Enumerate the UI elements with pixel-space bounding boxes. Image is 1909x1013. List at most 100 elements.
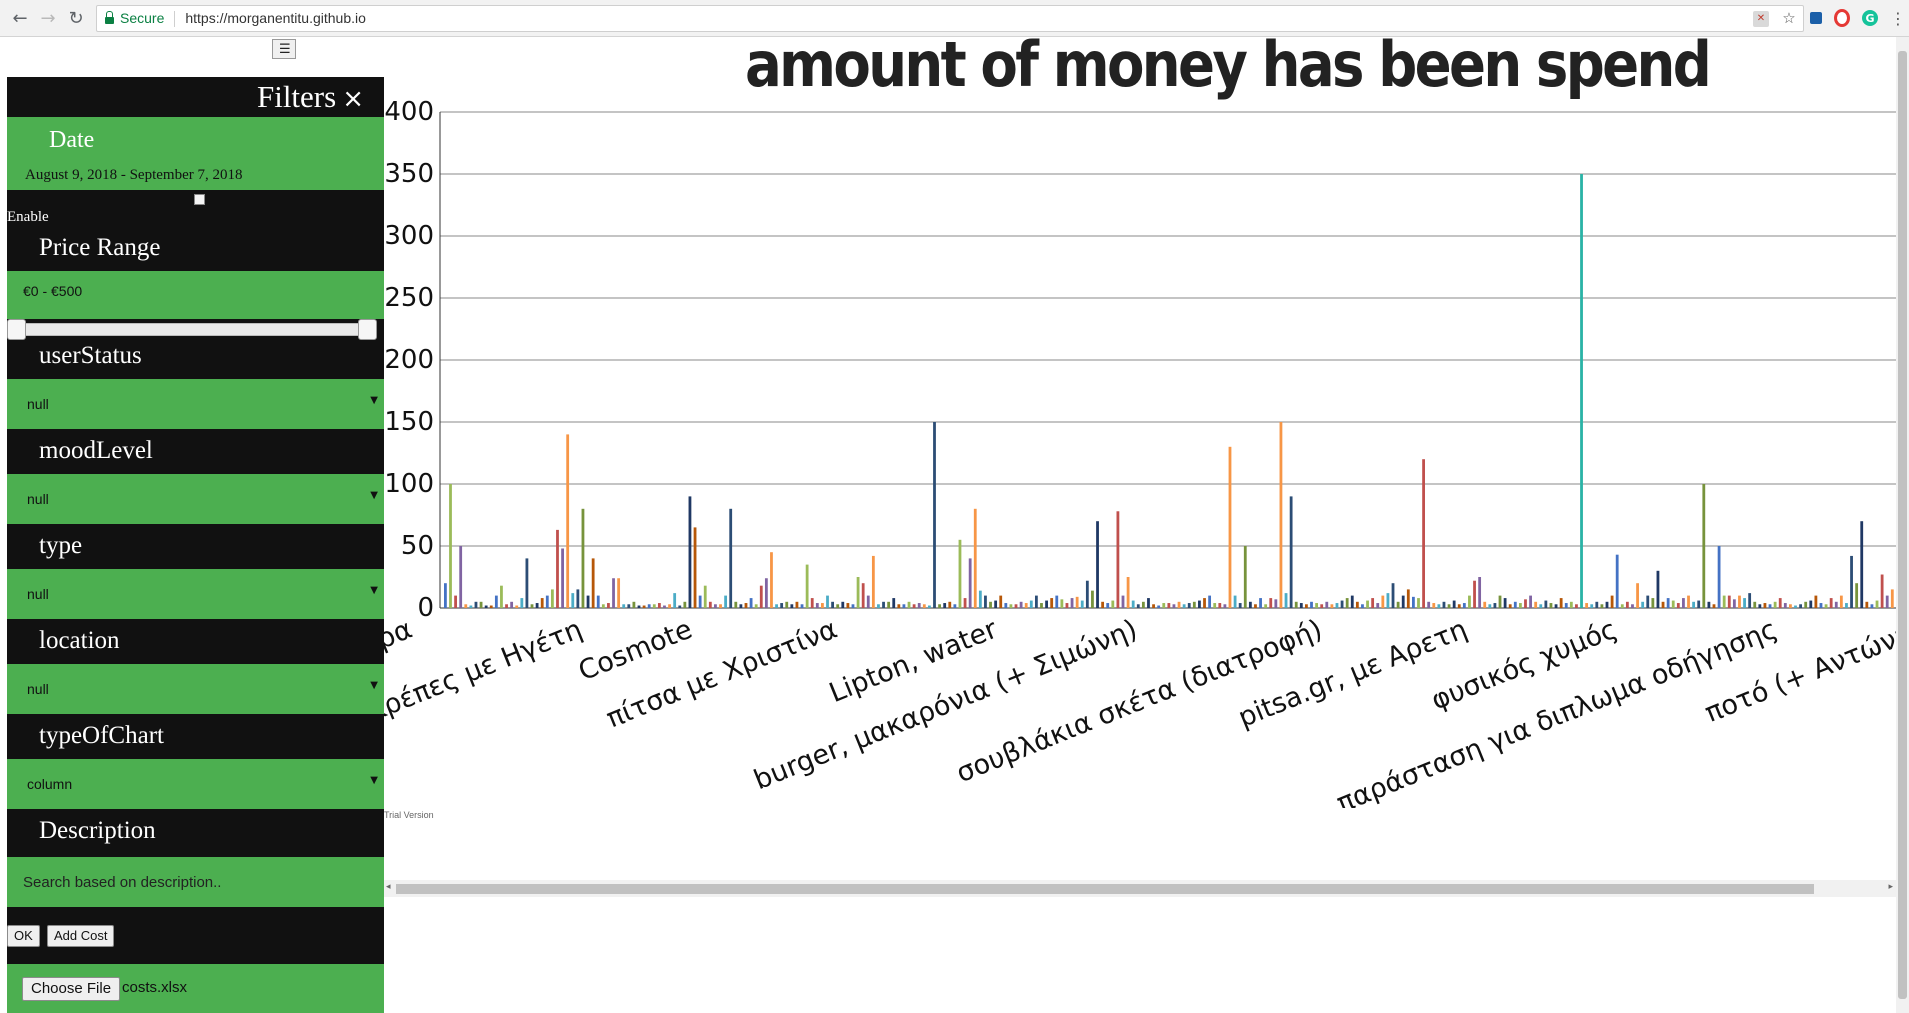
bar (489, 605, 493, 608)
bar (1855, 583, 1859, 608)
bar (1875, 600, 1879, 608)
bar (729, 508, 733, 608)
reload-icon[interactable]: ↻ (68, 7, 84, 29)
ok-button[interactable]: OK (7, 925, 40, 947)
filters-sidebar: Filters × Date August 9, 2018 - September… (7, 77, 384, 1013)
date-enable-checkbox[interactable] (194, 194, 205, 205)
bar (1671, 600, 1675, 608)
bar (1717, 546, 1721, 608)
bar (459, 546, 463, 608)
bar (724, 595, 728, 608)
bar (1620, 604, 1624, 608)
horizontal-scroll-thumb[interactable] (396, 884, 1814, 894)
bar (1009, 604, 1013, 608)
bar (933, 422, 936, 608)
price-min-handle[interactable] (7, 319, 26, 340)
bar (510, 601, 514, 608)
bar (739, 604, 743, 608)
bar (1529, 595, 1532, 608)
type-of-chart-select[interactable]: column ▼ (7, 759, 384, 809)
bar (1070, 598, 1074, 608)
bar (1676, 603, 1680, 608)
bar (494, 595, 498, 608)
type-select[interactable]: null ▼ (7, 569, 384, 619)
extension-bookmark-icon[interactable] (1810, 12, 1822, 24)
bar (1233, 595, 1237, 608)
bar (566, 434, 570, 608)
bar (1254, 604, 1257, 608)
user-status-select[interactable]: null ▼ (7, 379, 384, 429)
bar (841, 601, 845, 608)
forward-icon[interactable]: → (40, 7, 56, 29)
bar (1091, 590, 1094, 608)
bar (1839, 595, 1843, 608)
bar (968, 558, 972, 608)
bar (719, 604, 722, 608)
bar (810, 598, 814, 608)
vertical-scrollbar[interactable] (1896, 37, 1909, 1013)
type-of-chart-label: typeOfChart (39, 722, 164, 749)
menu-toggle-button[interactable]: ☰ (272, 39, 296, 59)
blocked-popup-icon[interactable]: ✕ (1753, 10, 1769, 27)
vertical-scroll-thumb[interactable] (1898, 51, 1907, 999)
bar (1259, 598, 1262, 608)
bar (530, 604, 534, 608)
bar (1498, 595, 1502, 608)
bar (815, 603, 819, 608)
price-max-handle[interactable] (358, 319, 377, 340)
bar (1371, 598, 1375, 608)
date-label: Date (49, 127, 95, 153)
bar (1559, 598, 1563, 608)
price-range-slider[interactable] (7, 323, 377, 336)
bar (938, 604, 941, 608)
bar (1355, 601, 1359, 608)
bar (1279, 422, 1283, 608)
back-icon[interactable]: ← (12, 7, 28, 29)
bar (1299, 603, 1303, 608)
bar (1544, 600, 1548, 608)
bar (1396, 601, 1400, 608)
url-text[interactable]: https://morganentitu.github.io (185, 10, 366, 26)
bar (1804, 601, 1808, 608)
y-tick-label: 250 (384, 283, 434, 313)
description-search-input[interactable] (7, 857, 384, 907)
bar (535, 603, 539, 608)
bar (1432, 603, 1436, 608)
location-value: null (27, 681, 49, 697)
opera-extension-icon[interactable] (1834, 9, 1850, 27)
bar (525, 558, 529, 608)
bar (1534, 601, 1538, 608)
dropdown-arrow-icon: ▼ (370, 680, 378, 691)
bar (1595, 601, 1599, 608)
horizontal-scrollbar[interactable]: ◂ ▸ (384, 880, 1896, 897)
bar (1406, 589, 1410, 608)
bar (1172, 604, 1176, 608)
mood-level-select[interactable]: null ▼ (7, 474, 384, 524)
grammarly-icon[interactable]: G (1862, 10, 1878, 26)
bookmark-star-icon[interactable]: ☆ (1782, 9, 1796, 27)
date-range-input[interactable]: August 9, 2018 - September 7, 2018 (25, 167, 243, 183)
location-select[interactable]: null ▼ (7, 664, 384, 714)
bar (500, 585, 503, 608)
bar (856, 577, 860, 608)
bar (1799, 604, 1803, 608)
close-icon[interactable]: × (342, 84, 364, 114)
bar (550, 589, 554, 608)
bar (1274, 599, 1278, 608)
scroll-right-icon[interactable]: ▸ (1888, 882, 1893, 892)
bar (1238, 603, 1242, 608)
bar (1187, 603, 1191, 608)
scroll-left-icon[interactable]: ◂ (386, 882, 391, 892)
y-tick-label: 50 (401, 531, 434, 561)
bar (871, 555, 875, 608)
browser-menu-icon[interactable]: ⋮ (1890, 8, 1906, 28)
bar (999, 595, 1003, 608)
address-bar[interactable]: Secure https://morganentitu.github.io ✕ … (96, 5, 1804, 32)
bar (596, 595, 600, 608)
bar (586, 595, 590, 608)
bar (545, 595, 549, 608)
add-cost-button[interactable]: Add Cost (47, 925, 115, 947)
bar (1203, 598, 1206, 608)
bar (1162, 603, 1166, 608)
choose-file-button[interactable]: Choose File (22, 977, 121, 1001)
